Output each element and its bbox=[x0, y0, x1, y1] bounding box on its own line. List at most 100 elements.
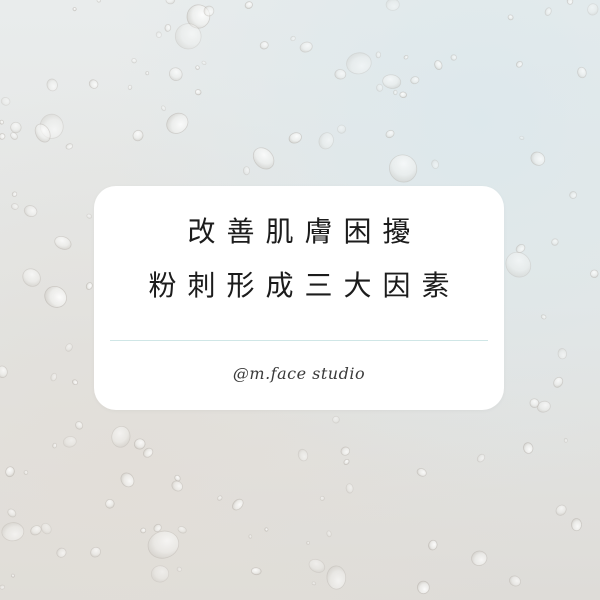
water-droplet bbox=[555, 504, 567, 516]
water-droplet bbox=[385, 0, 400, 11]
water-droplet bbox=[590, 269, 599, 279]
water-droplet bbox=[105, 499, 115, 509]
water-droplet bbox=[544, 7, 552, 16]
water-droplet bbox=[553, 376, 564, 388]
water-droplet bbox=[326, 565, 347, 590]
water-droplet bbox=[1, 522, 25, 542]
water-droplet bbox=[523, 442, 534, 454]
water-droplet bbox=[174, 474, 181, 482]
water-droplet bbox=[22, 268, 41, 287]
water-droplet bbox=[65, 143, 74, 150]
water-droplet bbox=[30, 525, 42, 536]
water-droplet bbox=[131, 58, 137, 64]
water-droplet bbox=[417, 580, 430, 595]
water-droplet bbox=[376, 83, 384, 92]
water-droplet bbox=[155, 31, 162, 38]
water-droplet bbox=[557, 348, 568, 360]
water-droplet bbox=[569, 191, 577, 199]
water-droplet bbox=[52, 442, 57, 449]
water-droplet bbox=[232, 498, 244, 511]
water-droplet bbox=[23, 205, 38, 218]
water-droplet bbox=[343, 458, 350, 466]
water-droplet bbox=[132, 129, 144, 142]
water-droplet bbox=[308, 558, 326, 573]
water-droplet bbox=[143, 447, 154, 458]
water-droplet bbox=[450, 54, 457, 61]
water-droplet bbox=[195, 65, 200, 70]
water-droplet bbox=[334, 69, 347, 80]
water-droplet bbox=[515, 60, 523, 68]
water-droplet bbox=[319, 495, 325, 501]
water-droplet bbox=[44, 285, 67, 308]
water-droplet bbox=[153, 523, 162, 533]
water-droplet bbox=[536, 400, 551, 413]
water-droplet bbox=[346, 52, 372, 75]
water-droplet bbox=[264, 527, 269, 532]
water-droplet bbox=[11, 191, 18, 197]
water-droplet bbox=[165, 0, 176, 5]
water-droplet bbox=[23, 470, 29, 475]
water-droplet bbox=[587, 3, 599, 16]
water-droplet bbox=[340, 446, 351, 456]
water-droplet bbox=[161, 105, 166, 112]
water-droplet bbox=[416, 468, 427, 477]
water-droplet bbox=[90, 546, 101, 558]
water-droplet bbox=[529, 398, 540, 409]
water-droplet bbox=[0, 133, 6, 140]
water-droplet bbox=[248, 534, 253, 539]
water-droplet bbox=[0, 365, 8, 378]
water-droplet bbox=[410, 76, 420, 85]
water-droplet bbox=[169, 67, 183, 82]
water-droplet bbox=[40, 522, 52, 535]
water-droplet bbox=[201, 60, 207, 66]
water-droplet bbox=[0, 119, 4, 125]
water-droplet bbox=[10, 203, 19, 210]
water-droplet bbox=[507, 14, 514, 21]
water-droplet bbox=[166, 112, 189, 134]
water-droplet bbox=[7, 508, 17, 518]
water-droplet bbox=[46, 78, 58, 92]
title-card: 改善肌膚困擾 粉刺形成三大因素 @m.face studio bbox=[94, 186, 504, 410]
water-droplet bbox=[164, 24, 172, 32]
water-droplet bbox=[177, 526, 187, 534]
water-droplet bbox=[133, 438, 146, 450]
water-droplet bbox=[251, 567, 262, 576]
water-droplet bbox=[326, 530, 332, 538]
water-droplet bbox=[5, 466, 15, 478]
water-droplet bbox=[174, 23, 202, 50]
water-droplet bbox=[297, 448, 309, 462]
water-droplet bbox=[11, 573, 15, 578]
water-droplet bbox=[72, 7, 77, 12]
water-droplet bbox=[140, 527, 147, 534]
water-droplet bbox=[306, 541, 311, 545]
water-droplet bbox=[244, 1, 253, 9]
water-droplet bbox=[515, 244, 526, 253]
water-droplet bbox=[399, 91, 407, 99]
water-droplet bbox=[311, 581, 317, 586]
water-droplet bbox=[389, 154, 418, 183]
water-droplet bbox=[10, 132, 18, 140]
water-droplet bbox=[65, 343, 73, 352]
water-droplet bbox=[509, 575, 521, 587]
studio-handle: @m.face studio bbox=[232, 364, 366, 383]
water-droplet bbox=[86, 213, 93, 219]
water-droplet bbox=[203, 5, 215, 17]
water-droplet bbox=[10, 121, 22, 134]
water-droplet bbox=[530, 151, 546, 166]
title-line-1: 改善肌膚困擾 bbox=[187, 215, 422, 248]
water-droplet bbox=[571, 518, 582, 532]
water-droplet bbox=[505, 251, 532, 278]
water-droplet bbox=[0, 97, 11, 106]
water-droplet bbox=[145, 71, 150, 76]
water-droplet bbox=[171, 480, 183, 492]
water-droplet bbox=[318, 132, 334, 150]
water-droplet bbox=[217, 495, 223, 501]
water-droplet bbox=[56, 547, 67, 558]
water-droplet bbox=[393, 89, 398, 96]
water-droplet bbox=[566, 0, 574, 5]
water-droplet bbox=[194, 89, 202, 96]
water-droplet bbox=[519, 135, 525, 140]
water-droplet bbox=[252, 147, 275, 170]
water-droplet bbox=[563, 437, 568, 443]
